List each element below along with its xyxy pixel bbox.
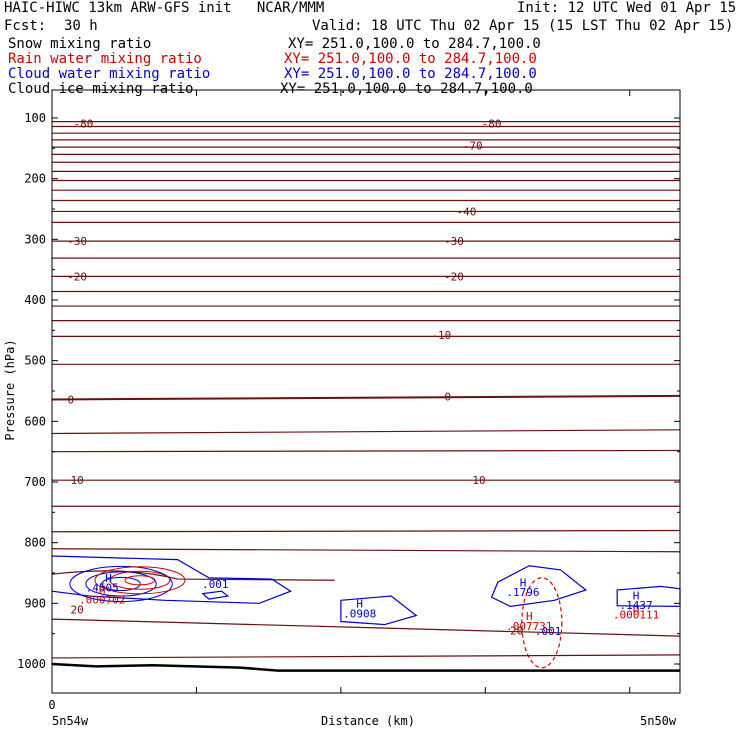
y-tick-label: 700	[24, 475, 46, 489]
temperature-contour-label: 20	[510, 625, 523, 638]
ground-line	[51, 662, 680, 672]
cloud-water-contour	[85, 571, 157, 597]
contour-labels: -80 -80-70-40-30 -30-20 -20-100 010 102020H.4…	[67, 117, 659, 638]
y-tick-label: 100	[24, 111, 46, 125]
temperature-contour-line	[51, 429, 681, 435]
terrain-surface	[51, 662, 680, 672]
cloud-water-contour	[340, 595, 418, 626]
y-tick-label: 300	[24, 232, 46, 246]
model-title: HAIC-HIWC 13km ARW-GFS init NCAR/MMM	[4, 0, 325, 16]
field-name-cloud-water: Cloud water mixing ratio	[8, 66, 211, 82]
cloud-water-contour	[490, 565, 588, 607]
cloud-water-label: .1437	[619, 599, 652, 612]
y-tick-label: 900	[24, 596, 46, 610]
temperature-contour-label: -80	[73, 117, 93, 130]
temperature-contour-label: -10	[431, 329, 451, 342]
cloud-water-label: .0908	[343, 608, 376, 621]
temperature-contour-line	[51, 618, 681, 637]
forecast-hours: 30 h	[64, 18, 98, 34]
forecast-label: Fcst:	[4, 18, 47, 34]
rain-water-label: H	[526, 610, 533, 623]
temperature-contour-label: 0	[444, 390, 451, 403]
rain-water-label: .000702	[79, 594, 125, 607]
y-tick-label: 400	[24, 293, 46, 307]
rain-water-contour	[124, 575, 156, 586]
field-name-snow: Snow mixing ratio	[8, 36, 152, 52]
cloud-water-label: .1796	[506, 586, 539, 599]
temperature-contour-label: 10	[70, 474, 83, 487]
x-end-label: 5n50w	[640, 714, 677, 728]
temperature-contour-line	[51, 654, 681, 659]
rain-water-contour	[521, 577, 563, 669]
cloud-water-label: H	[520, 577, 527, 590]
y-tick-label: 800	[24, 536, 46, 550]
field-xy-snow: XY= 251.0,100.0 to 284.7,100.0	[288, 36, 541, 52]
cloud-water-contours	[51, 555, 681, 626]
cloud-water-contour	[69, 565, 173, 603]
temperature-contour-line	[51, 548, 681, 553]
y-tick-label: 1000	[17, 657, 46, 671]
field-name-rain: Rain water mixing ratio	[8, 51, 202, 67]
cloud-water-label: H	[633, 589, 640, 602]
temperature-contours	[51, 121, 681, 659]
cloud-water-label: .001	[202, 578, 229, 591]
cloud-water-label: .4505	[86, 582, 119, 595]
temperature-contour-line	[51, 570, 335, 581]
temperature-contour-line	[51, 529, 681, 533]
field-xy-rain: XY= 251.0,100.0 to 284.7,100.0	[284, 51, 537, 67]
temperature-contour-label: 0	[68, 393, 75, 406]
y-axis-label: Pressure (hPa)	[3, 339, 17, 440]
temperature-contour-label: 10	[472, 474, 485, 487]
rain-water-contour	[94, 566, 186, 595]
temperature-contour-label: -70	[463, 139, 483, 152]
field-xy-cloud-ice: XY= 251.0,100.0 to 284.7,100.0	[280, 81, 533, 97]
y-tick-label: 200	[24, 172, 46, 186]
x-zero-label: 0	[48, 698, 55, 712]
field-xy-cloud-water: XY= 251.0,100.0 to 284.7,100.0	[284, 66, 537, 82]
temperature-contour-label: -40	[457, 205, 477, 218]
valid-time: Valid: 18 UTC Thu 02 Apr 15 (15 LST Thu …	[312, 18, 734, 34]
temperature-contour-label: -30	[67, 235, 87, 248]
temperature-contour-label: 20	[70, 603, 83, 616]
cloud-water-label: H	[356, 597, 363, 610]
y-tick-label: 600	[24, 414, 46, 428]
x-axis-label: Distance (km)	[321, 714, 415, 728]
init-time: Init: 12 UTC Wed 01 Apr 15	[517, 0, 737, 16]
y-tick-label: 500	[24, 354, 46, 368]
cloud-water-contour	[201, 590, 230, 600]
rain-water-label: .000111	[613, 608, 659, 621]
rain-water-label: .007731	[506, 620, 552, 633]
rain-water-label: H	[99, 583, 106, 596]
temperature-contour-line	[51, 394, 681, 401]
cloud-water-label: .001	[535, 625, 562, 638]
rain-water-contour	[109, 570, 171, 590]
temperature-contour-line	[51, 449, 681, 453]
cloud-water-contour	[101, 576, 141, 592]
temperature-contour-label: -30	[444, 235, 464, 248]
temperature-contour-label: -80	[482, 117, 502, 130]
cloud-water-contour	[51, 555, 292, 604]
temperature-contour-label: -20	[444, 270, 464, 283]
cloud-water-label: H	[105, 572, 112, 585]
rain-water-label: H	[633, 605, 640, 618]
field-name-cloud-ice: Cloud ice mixing ratio	[8, 81, 194, 97]
x-start-label: 5n54w	[52, 714, 89, 728]
temperature-contour-label: -20	[67, 270, 87, 283]
rain-water-contours	[94, 566, 563, 669]
